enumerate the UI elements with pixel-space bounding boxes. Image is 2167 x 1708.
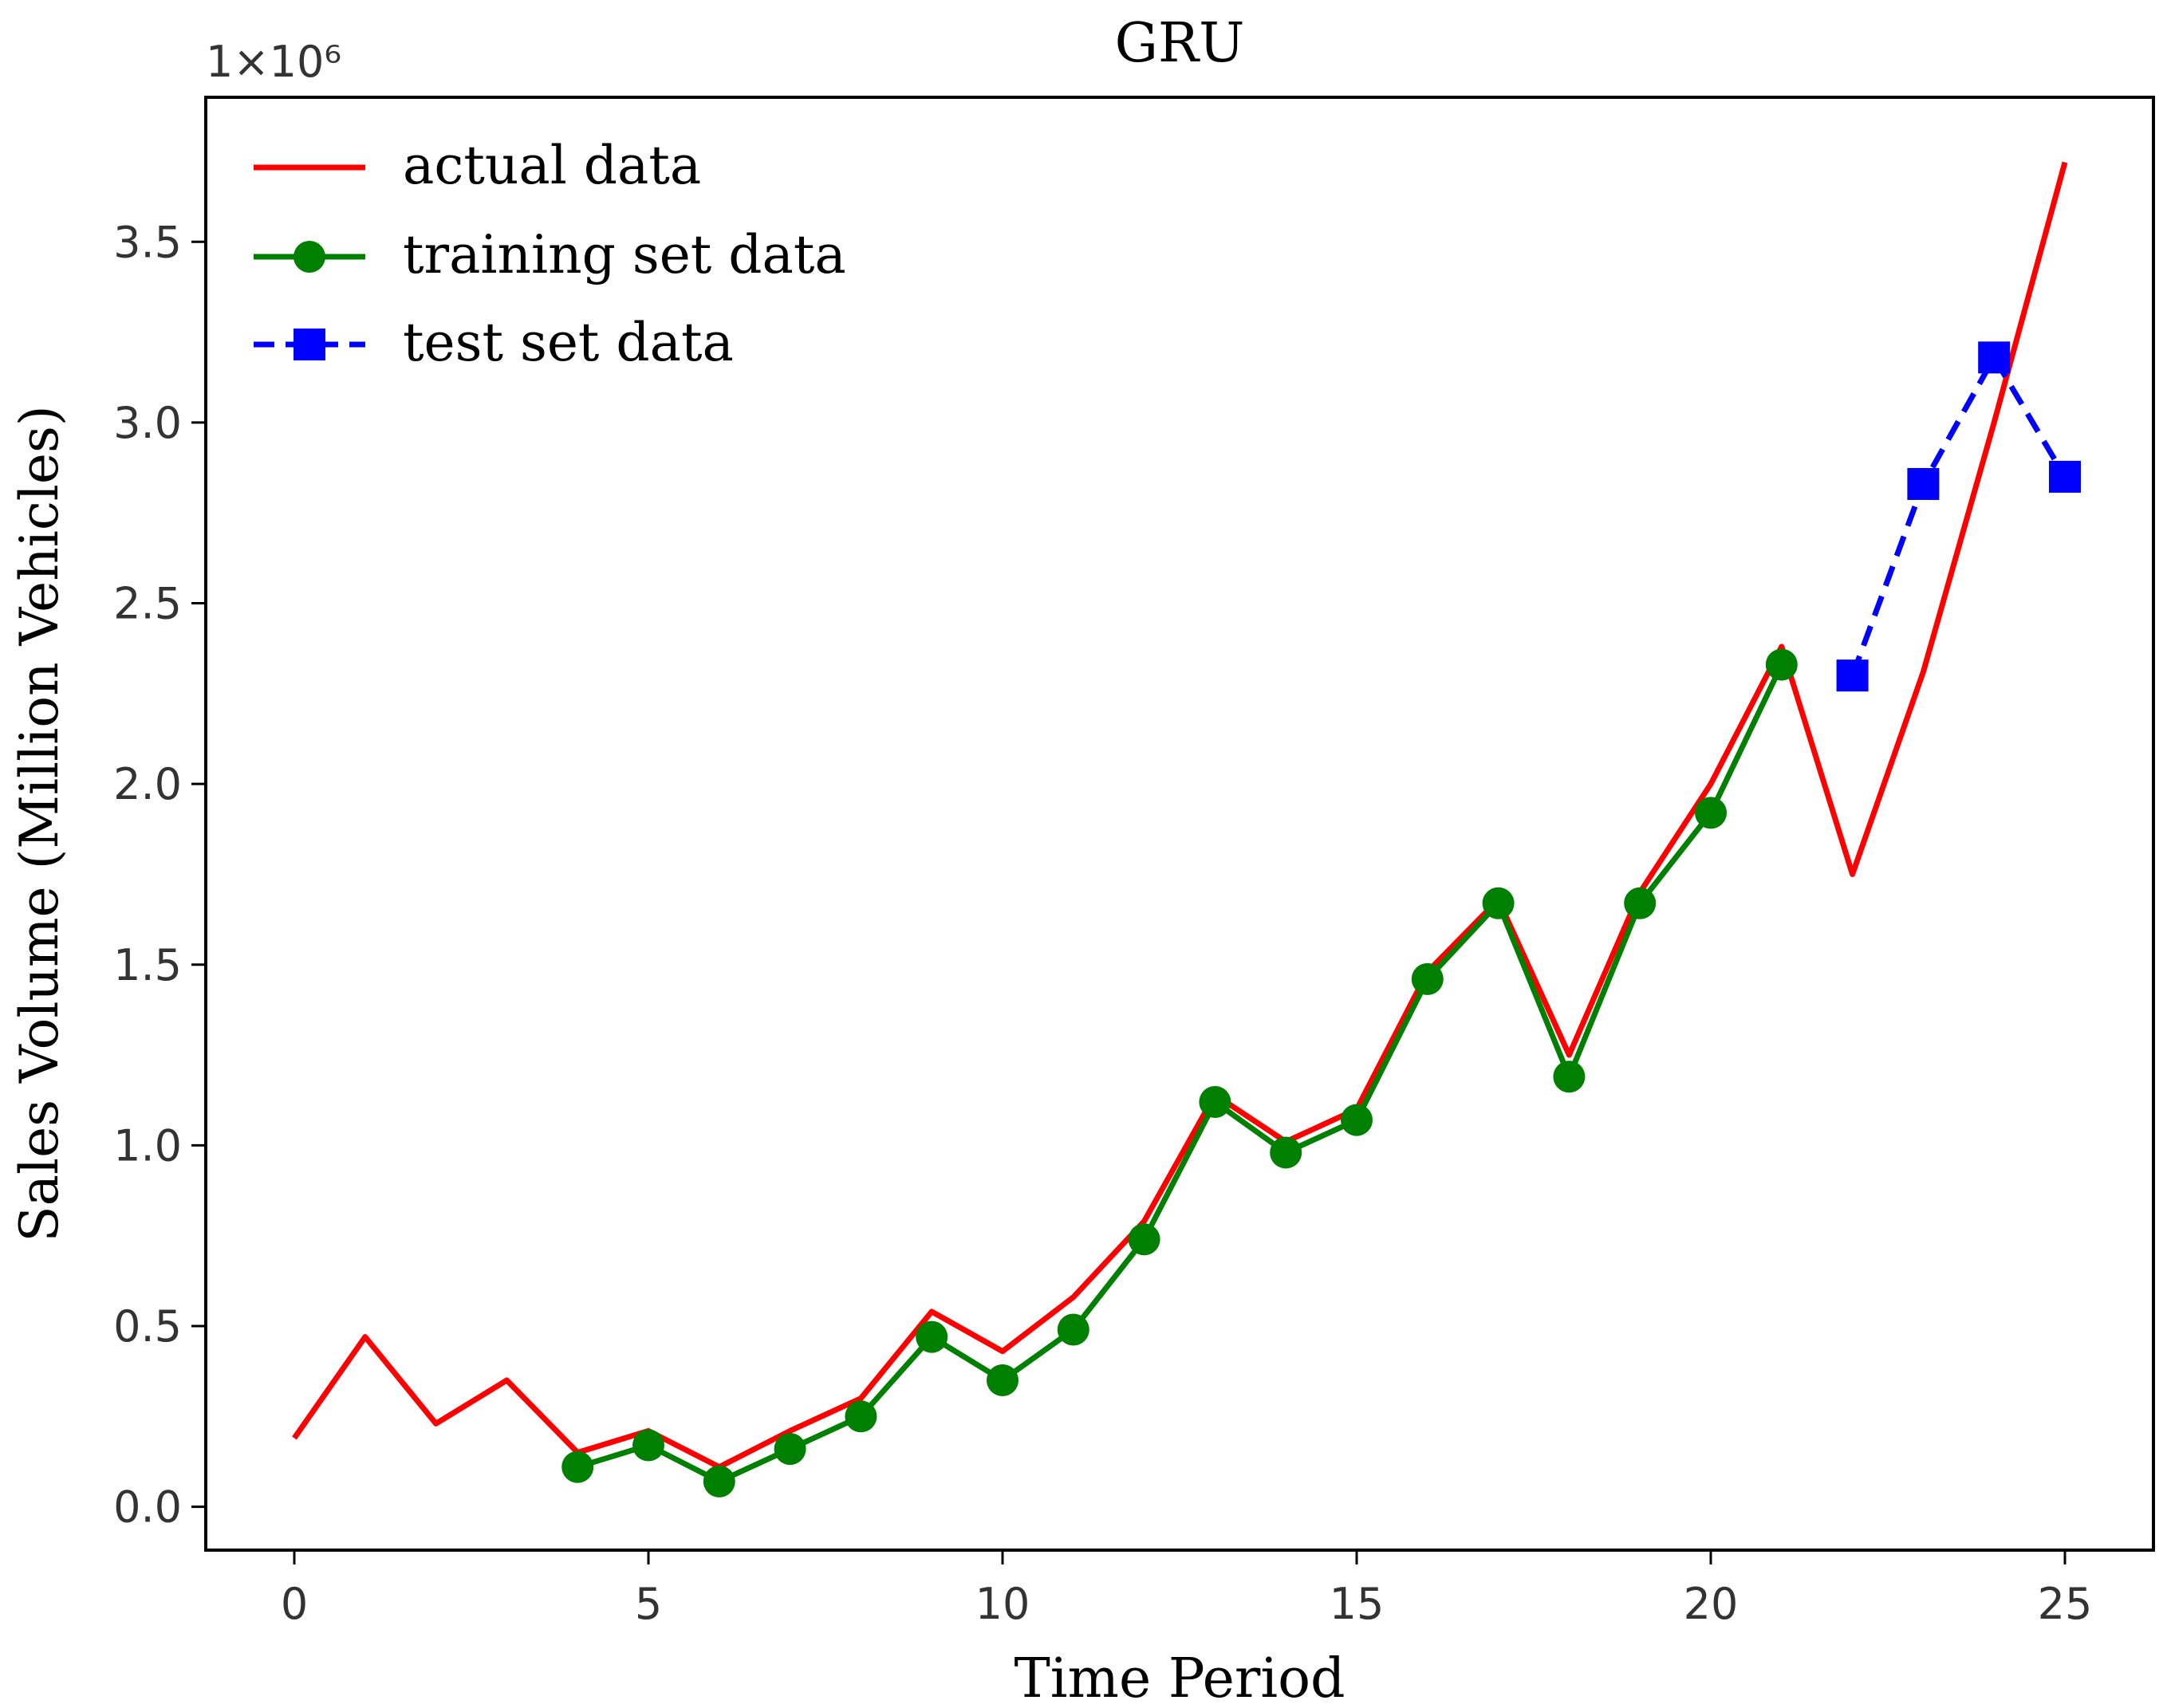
legend-item: training set data (254, 224, 846, 285)
y-axis-label: Sales Volume (Million Vehicles) (9, 405, 70, 1242)
series-test-set-data (1836, 341, 2081, 692)
data-point (774, 1433, 806, 1466)
series-line (1850, 354, 2068, 677)
data-point (1765, 648, 1798, 681)
y-tick-label: 1.5 (113, 940, 182, 990)
data-point (1695, 797, 1727, 829)
data-point (916, 1320, 948, 1353)
plot-area-frame (204, 96, 2155, 1552)
legend-marker (294, 329, 325, 360)
data-point (1482, 887, 1515, 919)
x-axis-ticks: 0 5 10 15 20 25 (281, 1550, 2093, 1629)
x-tick-label: 10 (975, 1579, 1030, 1629)
data-point (1553, 1061, 1586, 1093)
data-point (2049, 460, 2081, 493)
x-tick-label: 15 (1330, 1579, 1385, 1629)
x-tick-label: 0 (281, 1579, 308, 1629)
data-point (1057, 1313, 1089, 1346)
y-tick-label: 0.5 (113, 1301, 182, 1352)
data-point (1341, 1104, 1373, 1136)
y-tick-label: 0.0 (113, 1482, 182, 1533)
legend-marker (294, 241, 325, 273)
data-point (1411, 962, 1444, 995)
legend-item: actual data (254, 135, 701, 196)
data-point (1128, 1223, 1160, 1256)
x-tick-label: 20 (1684, 1579, 1739, 1629)
y-axis-ticks: 0.0 0.5 1.0 1.5 2.0 2.5 3.0 3.5 (113, 217, 206, 1533)
legend-label: training set data (403, 224, 846, 285)
y-offset-label: 1×10⁶ (206, 37, 341, 87)
chart-title: GRU (1115, 12, 1245, 75)
data-point (845, 1400, 877, 1433)
series-training-set-data (561, 648, 1798, 1497)
data-point (1624, 887, 1657, 919)
legend-label: test set data (403, 312, 734, 373)
y-tick-label: 2.0 (113, 759, 182, 809)
y-tick-label: 1.0 (113, 1120, 182, 1171)
x-tick-label: 5 (635, 1579, 662, 1629)
legend-item: test set data (254, 312, 734, 373)
x-tick-label: 25 (2038, 1579, 2093, 1629)
data-point (1270, 1136, 1302, 1169)
legend: actual data training set data test set dat… (254, 135, 846, 373)
y-tick-label: 3.0 (113, 398, 182, 448)
data-point (1978, 341, 2011, 374)
data-point (703, 1465, 735, 1497)
data-point (987, 1364, 1018, 1396)
x-axis-label: Time Period (1014, 1647, 1345, 1708)
y-tick-label: 2.5 (113, 579, 182, 629)
data-point (561, 1450, 594, 1483)
series-layer (292, 161, 2081, 1497)
y-tick-label: 3.5 (113, 217, 182, 267)
data-point (1836, 659, 1869, 692)
data-point (632, 1429, 664, 1462)
legend-label: actual data (403, 135, 701, 196)
data-point (1199, 1085, 1231, 1118)
data-point (1907, 467, 1940, 500)
